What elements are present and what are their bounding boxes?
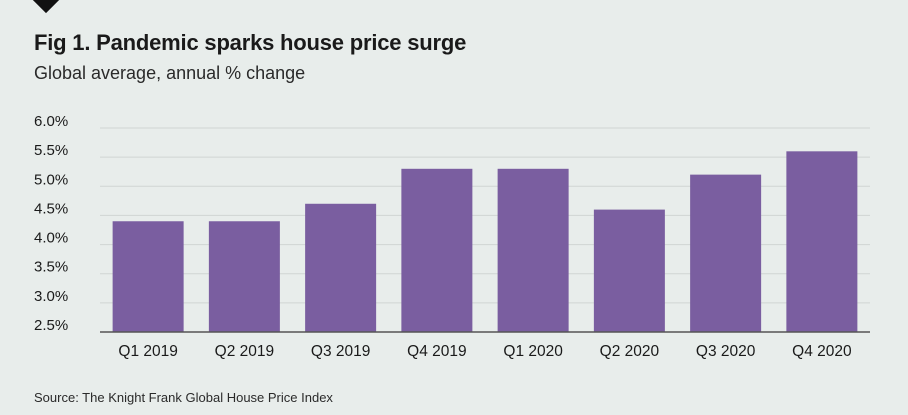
x-axis-category-labels: Q1 2019 Q2 2019 Q3 2019 Q4 2019 Q1 2020 Q2 20… bbox=[118, 343, 852, 360]
x-category-label: Q3 2020 bbox=[696, 343, 756, 360]
y-tick-label: 4.5% bbox=[34, 200, 68, 217]
x-category-label: Q4 2019 bbox=[407, 343, 466, 360]
x-category-label: Q2 2020 bbox=[600, 343, 660, 360]
bar bbox=[112, 221, 184, 332]
x-category-label: Q1 2019 bbox=[118, 343, 177, 360]
y-tick-label: 3.0% bbox=[34, 288, 68, 305]
chart-title: Fig 1. Pandemic sparks house price surge bbox=[34, 30, 467, 55]
y-tick-label: 2.5% bbox=[34, 317, 68, 334]
y-tick-label: 6.0% bbox=[34, 113, 68, 130]
x-category-label: Q2 2019 bbox=[215, 343, 274, 360]
bar bbox=[401, 168, 473, 332]
bar bbox=[497, 168, 569, 332]
x-category-label: Q3 2019 bbox=[311, 343, 370, 360]
y-tick-label: 4.0% bbox=[34, 230, 68, 247]
bar bbox=[786, 151, 858, 332]
chart-source-note: Source: The Knight Frank Global House Pr… bbox=[34, 390, 333, 405]
bar bbox=[690, 174, 762, 332]
bar bbox=[593, 209, 665, 332]
y-axis-tick-labels: 2.5% 3.0% 3.5% 4.0% 4.5% 5.0% 5.5% 6.0% bbox=[34, 113, 68, 334]
chart-subtitle: Global average, annual % change bbox=[34, 63, 306, 83]
y-tick-label: 3.5% bbox=[34, 259, 68, 276]
bars bbox=[112, 151, 858, 332]
x-category-label: Q4 2020 bbox=[792, 343, 852, 360]
bar bbox=[305, 203, 377, 332]
y-tick-label: 5.5% bbox=[34, 142, 68, 159]
x-category-label: Q1 2020 bbox=[503, 343, 563, 360]
bar bbox=[208, 221, 280, 332]
y-tick-label: 5.0% bbox=[34, 171, 68, 188]
